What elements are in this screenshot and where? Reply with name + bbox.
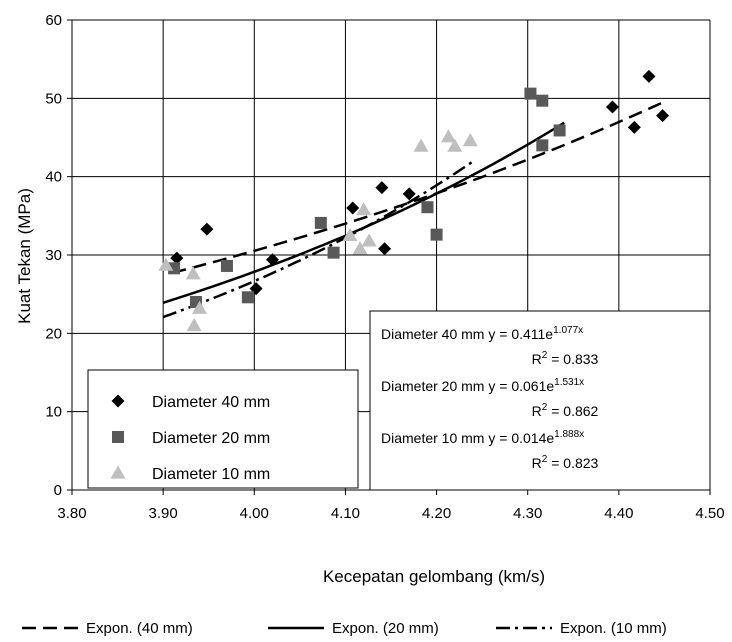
data-point <box>356 202 372 216</box>
r-squared-line: R2 = 0.862 <box>532 402 599 419</box>
x-tick-label: 4.50 <box>695 505 724 522</box>
equation-line: Diameter 40 mm y = 0.411e1.077x <box>381 325 583 342</box>
r-squared-line: R2 = 0.833 <box>532 350 599 367</box>
y-tick-label: 40 <box>45 169 62 186</box>
trendline-legend-label: Expon. (20 mm) <box>332 620 439 637</box>
x-tick-label: 3.90 <box>149 505 178 522</box>
equation-line: Diameter 10 mm y = 0.014e1.888x <box>381 429 584 446</box>
x-tick-label: 4.30 <box>513 505 542 522</box>
x-tick-label: 3.80 <box>57 505 86 522</box>
data-point <box>536 139 549 152</box>
equation-box-frame <box>369 310 711 491</box>
trendline-legend: Expon. (40 mm) Expon. (20 mm) Expon. (10 m… <box>22 620 667 637</box>
data-point <box>605 100 619 114</box>
x-tick-label: 4.40 <box>604 505 633 522</box>
trendline-10mm <box>162 160 474 319</box>
series-legend: Diameter 40 mm Diameter 20 mm Diameter 10 … <box>87 369 359 489</box>
series-legend-box <box>87 369 359 489</box>
data-point <box>170 251 184 265</box>
data-point <box>462 133 478 147</box>
data-point <box>192 300 208 314</box>
data-point <box>440 129 456 143</box>
data-point <box>430 228 443 241</box>
trendlines <box>162 100 665 319</box>
data-point <box>553 124 566 137</box>
data-point <box>402 187 416 201</box>
legend-label: Diameter 20 mm <box>152 430 270 447</box>
y-tick-label: 60 <box>45 12 62 29</box>
data-point <box>200 222 214 236</box>
data-point <box>185 266 201 280</box>
data-point <box>168 262 181 275</box>
data-point <box>524 87 537 100</box>
y-tick-label: 20 <box>45 325 62 342</box>
legend-marker <box>110 465 126 479</box>
data-point <box>421 201 434 214</box>
data-point <box>447 138 463 152</box>
data-point <box>327 246 340 259</box>
trendline-legend-label: Expon. (10 mm) <box>560 620 667 637</box>
data-points <box>158 69 670 332</box>
y-axis-title: Kuat Tekan (MPa) <box>15 188 34 324</box>
x-tick-labels: 3.80 3.90 4.00 4.10 4.20 4.30 4.40 4.50 <box>57 505 724 522</box>
x-tick-label: 4.20 <box>422 505 451 522</box>
data-point <box>314 216 327 229</box>
grid-lines <box>72 19 711 490</box>
trendline-40mm <box>171 100 665 275</box>
y-tick-label: 10 <box>45 404 62 421</box>
equation-line: Diameter 20 mm y = 0.061e1.531x <box>381 377 584 394</box>
x-tick-label: 4.10 <box>331 505 360 522</box>
y-tick-labels: 0 10 20 30 40 50 60 <box>45 12 62 499</box>
legend-label: Diameter 10 mm <box>152 466 270 483</box>
y-tick-label: 30 <box>45 247 62 264</box>
data-point <box>642 69 656 83</box>
data-point <box>375 181 389 195</box>
data-point <box>378 242 392 256</box>
data-point <box>158 257 174 271</box>
data-point <box>413 138 429 152</box>
data-point <box>656 109 670 123</box>
data-point <box>361 233 377 247</box>
data-point <box>342 227 358 242</box>
x-tick-label: 4.00 <box>240 505 269 522</box>
equation-box: Diameter 40 mm y = 0.411e1.077x R2 = 0.83… <box>369 310 711 491</box>
legend-label: Diameter 40 mm <box>152 394 270 411</box>
data-point <box>186 318 202 332</box>
data-point <box>249 282 263 296</box>
data-point <box>241 291 254 304</box>
data-point <box>266 253 280 267</box>
data-point <box>346 201 360 215</box>
data-point <box>352 241 368 255</box>
r-squared-line: R2 = 0.823 <box>532 454 599 471</box>
data-point <box>220 259 233 272</box>
data-point <box>536 94 549 107</box>
y-tick-label: 50 <box>45 90 62 107</box>
trendline-legend-label: Expon. (40 mm) <box>86 620 193 637</box>
y-tick-label: 0 <box>54 482 62 499</box>
legend-marker <box>111 394 125 408</box>
x-axis-title: Kecepatan gelombang (km/s) <box>323 567 545 586</box>
data-point <box>627 120 641 134</box>
legend-marker <box>112 431 124 443</box>
